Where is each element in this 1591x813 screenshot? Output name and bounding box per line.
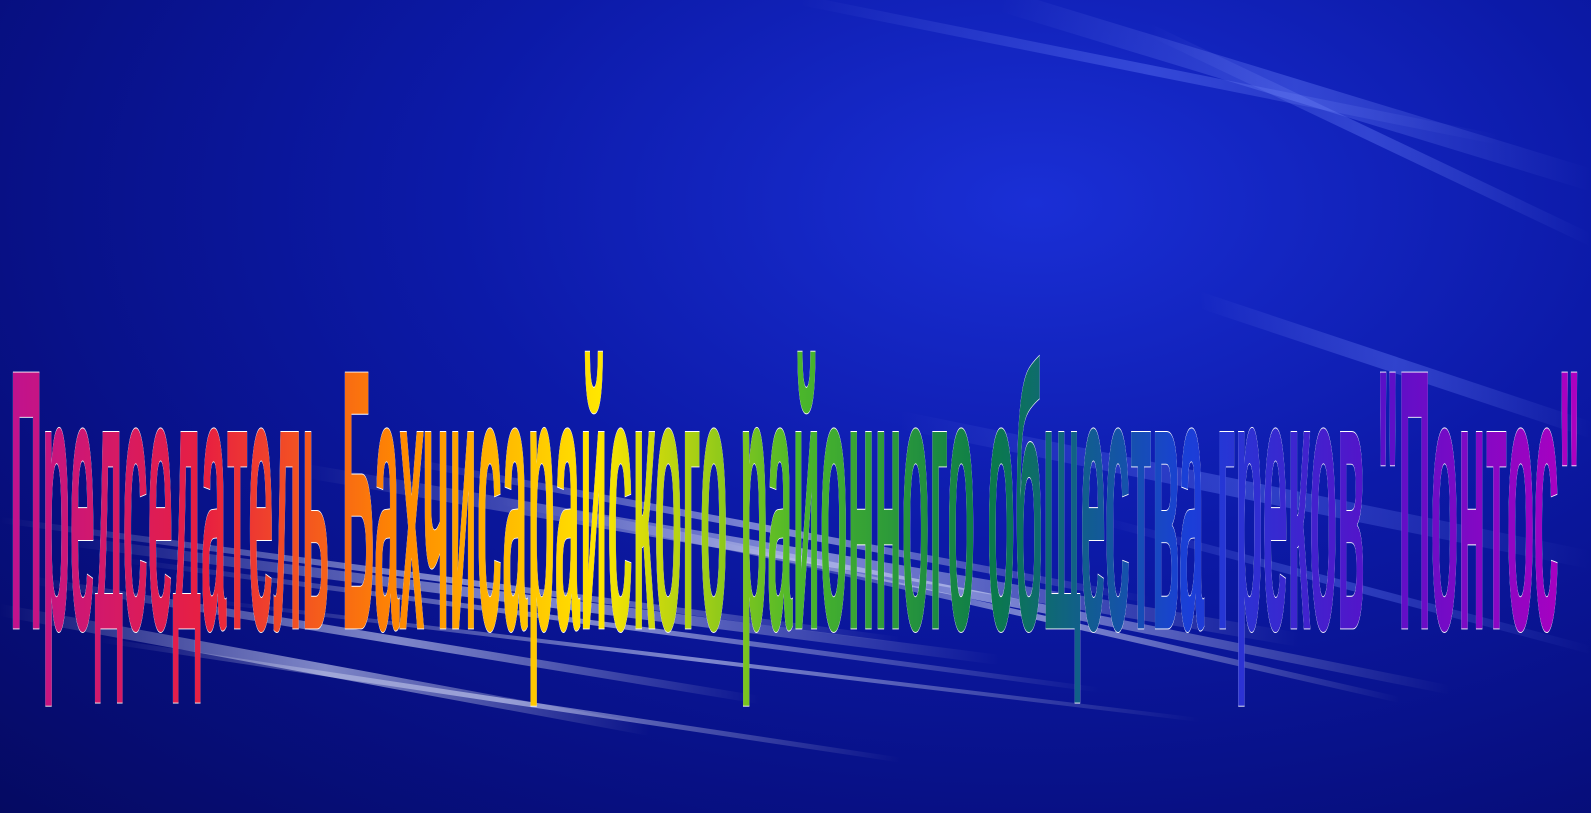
- light-streak: [117, 557, 1103, 693]
- light-streak: [697, 537, 1403, 703]
- light-streak: [396, 456, 1154, 604]
- light-streak: [1144, 24, 1591, 246]
- light-streak: [198, 598, 1202, 722]
- light-streak: [989, 0, 1591, 191]
- light-streak: [1192, 292, 1591, 438]
- wordart-title-text: Председатель Бахчисарайского районного о…: [10, 292, 1580, 710]
- light-streak: [0, 604, 656, 736]
- light-streak: [293, 463, 1307, 647]
- light-streak: [495, 495, 1455, 695]
- light-streak: [795, 0, 1505, 145]
- light-streak: [891, 411, 1591, 569]
- light-streak: [26, 576, 764, 704]
- light-streak: [1096, 516, 1591, 654]
- light-streak: [0, 517, 903, 643]
- light-streak: [97, 637, 903, 763]
- light-streak: [55, 535, 1005, 665]
